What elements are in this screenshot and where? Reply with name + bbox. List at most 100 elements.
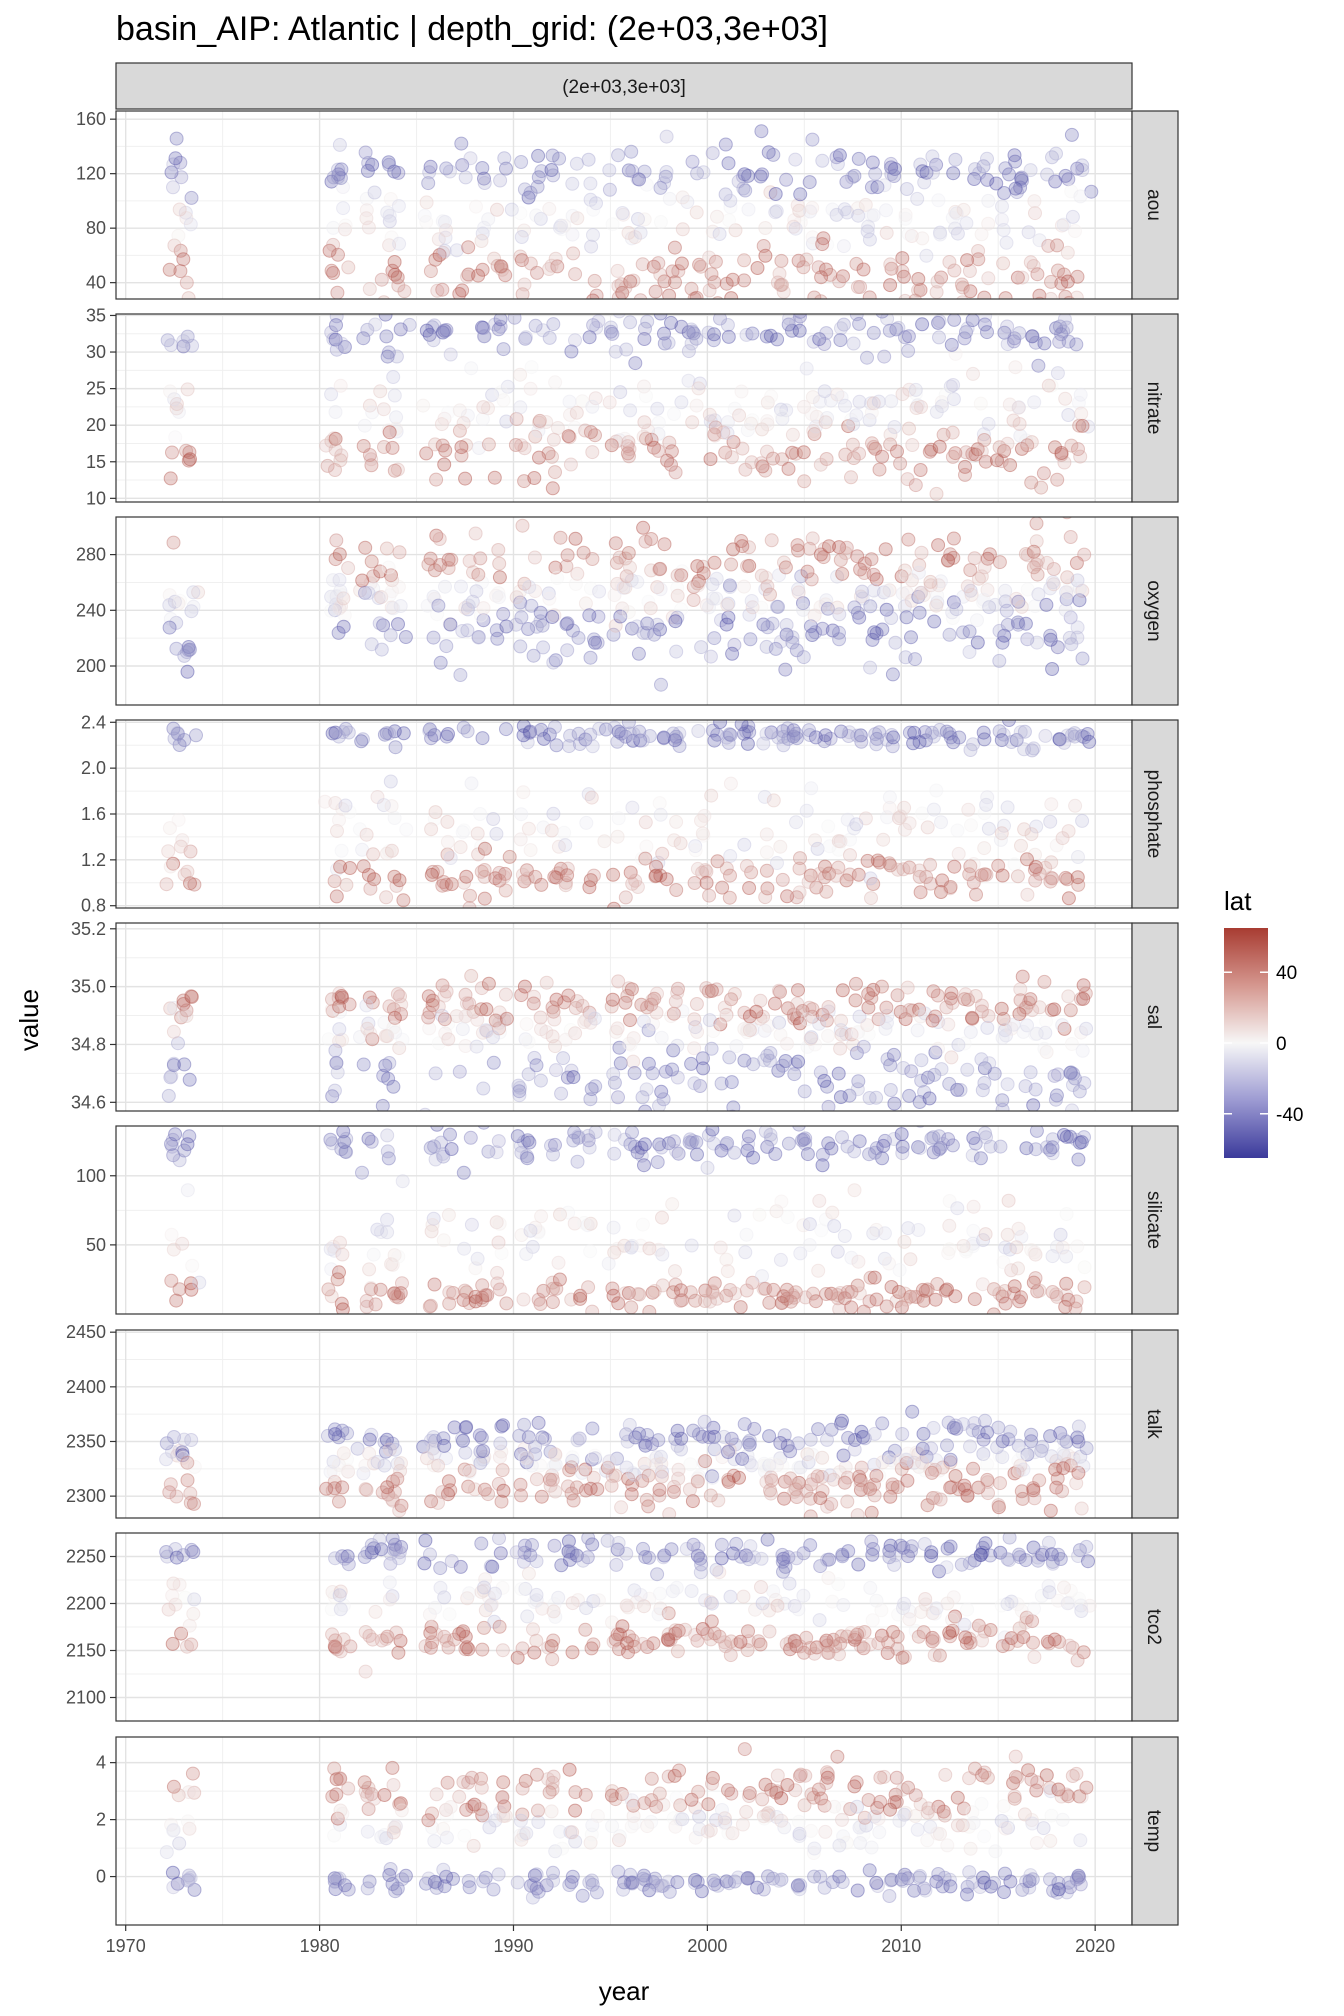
data-point <box>912 558 927 573</box>
data-point <box>733 1300 748 1314</box>
data-point <box>896 269 911 284</box>
data-point <box>653 267 668 282</box>
data-point <box>735 539 750 554</box>
data-point <box>458 987 473 1002</box>
data-point <box>934 399 949 414</box>
data-point <box>881 1450 896 1465</box>
data-point <box>742 607 757 622</box>
data-point <box>576 1553 591 1568</box>
data-point <box>1028 847 1042 862</box>
data-point <box>992 1286 1007 1301</box>
data-point <box>738 183 753 198</box>
data-point <box>487 1614 502 1629</box>
data-point <box>435 325 450 340</box>
data-point <box>606 867 621 882</box>
data-point <box>758 890 773 905</box>
data-point <box>534 722 549 737</box>
data-point <box>940 1596 955 1611</box>
data-point <box>176 1450 190 1465</box>
data-point <box>328 463 342 477</box>
data-point <box>833 333 848 348</box>
data-point <box>172 1443 187 1458</box>
data-point <box>797 1798 812 1813</box>
data-point <box>914 1053 929 1068</box>
data-point <box>457 875 472 890</box>
data-point <box>977 1061 992 1076</box>
data-point <box>1049 1454 1064 1468</box>
data-point <box>699 864 714 879</box>
data-point <box>1049 1287 1064 1302</box>
data-point <box>625 621 639 636</box>
data-point <box>357 1550 372 1564</box>
data-point <box>708 420 723 435</box>
data-point <box>581 152 596 167</box>
data-point <box>625 1466 640 1481</box>
data-point <box>1011 594 1026 609</box>
data-point <box>819 262 833 277</box>
data-point <box>895 1782 910 1797</box>
data-point <box>388 1442 403 1457</box>
data-point <box>925 1606 940 1620</box>
data-point <box>640 1640 655 1654</box>
data-point <box>431 598 446 613</box>
data-point <box>1010 1464 1025 1479</box>
data-point <box>793 187 808 202</box>
data-point <box>983 1548 998 1563</box>
data-point <box>476 1444 491 1458</box>
data-point <box>565 1869 580 1884</box>
data-point <box>458 1642 473 1657</box>
data-point <box>186 585 201 600</box>
data-point <box>950 1790 965 1805</box>
data-point <box>542 330 557 345</box>
data-point <box>943 730 958 745</box>
data-point <box>660 453 675 468</box>
data-point <box>1047 1068 1062 1083</box>
data-point <box>545 1275 560 1290</box>
data-point <box>523 185 538 200</box>
data-point <box>1041 238 1056 253</box>
data-point <box>499 1296 514 1311</box>
data-point <box>1054 327 1069 342</box>
data-point <box>787 1067 802 1082</box>
data-point <box>597 834 612 849</box>
data-point <box>422 327 437 342</box>
data-point <box>975 1768 990 1783</box>
data-point <box>684 322 699 337</box>
data-point <box>1024 1772 1039 1787</box>
data-point <box>573 1291 588 1306</box>
y-tick-label: 2200 <box>66 1594 106 1614</box>
data-point <box>1052 732 1067 747</box>
data-point <box>873 1794 888 1809</box>
data-point <box>457 301 470 314</box>
data-point <box>1000 800 1015 815</box>
data-point <box>471 1449 486 1464</box>
data-point <box>702 283 717 298</box>
data-point <box>878 542 893 557</box>
data-point <box>622 726 637 741</box>
data-point <box>887 420 902 434</box>
data-point <box>531 724 546 739</box>
data-point <box>884 394 899 409</box>
data-point <box>994 1814 1009 1828</box>
data-point <box>637 212 652 227</box>
data-point <box>932 314 947 329</box>
data-point <box>392 236 407 251</box>
data-point <box>818 1824 833 1839</box>
data-point <box>673 1283 688 1298</box>
data-point <box>495 1790 510 1805</box>
data-point <box>671 981 685 996</box>
data-point <box>189 728 203 743</box>
data-point <box>544 163 559 177</box>
data-point <box>167 594 182 609</box>
data-point <box>840 1470 855 1485</box>
data-point <box>719 861 734 876</box>
data-point <box>830 600 845 615</box>
data-point <box>637 1435 652 1450</box>
data-point <box>379 541 394 556</box>
data-point <box>393 322 408 337</box>
data-point <box>747 1550 762 1565</box>
data-point <box>857 556 872 571</box>
data-point <box>1008 154 1023 169</box>
data-point <box>926 802 941 817</box>
data-point <box>325 1136 340 1151</box>
